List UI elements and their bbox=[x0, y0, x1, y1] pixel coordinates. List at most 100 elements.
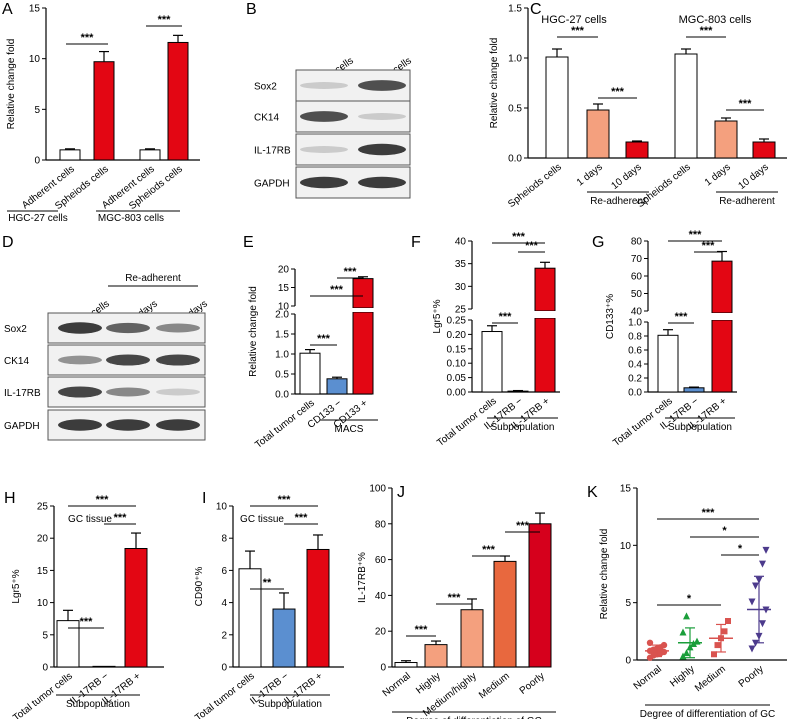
d-band-2-1 bbox=[106, 387, 150, 397]
c-xticklabel-4: 1 days bbox=[703, 162, 733, 189]
d-band-1-1 bbox=[106, 354, 150, 366]
k-point bbox=[679, 628, 687, 636]
h-yticklabel: 15 bbox=[37, 566, 49, 577]
j-bar-3 bbox=[493, 560, 517, 668]
d-band-2-2 bbox=[156, 388, 200, 396]
e-low-yticklabel: 1.5 bbox=[275, 330, 289, 341]
g-low-yticklabel: 1.0 bbox=[628, 318, 642, 329]
d-band-0-0 bbox=[58, 322, 102, 334]
g-group-label: Subpopulation bbox=[668, 422, 732, 433]
k-point bbox=[759, 560, 766, 568]
a-bar-3 bbox=[167, 41, 189, 161]
d-group-label: Re-adherent bbox=[125, 273, 181, 284]
k-sig-2-label: * bbox=[722, 525, 727, 537]
j-yticklabel: 20 bbox=[375, 627, 387, 638]
j-sig-1-label: *** bbox=[448, 592, 462, 604]
c-bar-0 bbox=[545, 56, 569, 159]
a-bar-0 bbox=[59, 149, 81, 161]
j-yticklabel: 100 bbox=[369, 484, 386, 495]
k-point bbox=[721, 628, 728, 635]
g-low-yticklabel: 0.6 bbox=[628, 346, 642, 357]
c-xticklabel-1: 1 days bbox=[575, 162, 605, 189]
k-xticklabel-2: Medium bbox=[693, 664, 728, 695]
panel-letter-b: B bbox=[246, 1, 257, 18]
g-axis-break-gap bbox=[711, 313, 733, 320]
panel-letter-j: J bbox=[397, 484, 405, 501]
f-low-yticklabel: 0.15 bbox=[447, 344, 467, 355]
e-sig-0-label: *** bbox=[317, 333, 331, 345]
j-yticklabel: 60 bbox=[375, 555, 387, 566]
g-sig-2-label: *** bbox=[702, 240, 716, 252]
d-band-3-1 bbox=[106, 419, 150, 431]
g-high-yticklabel: 60 bbox=[631, 272, 643, 283]
panel-letter-g: G bbox=[592, 234, 604, 251]
j-yticklabel: 80 bbox=[375, 519, 387, 530]
d-band-0-1 bbox=[106, 322, 150, 334]
g-high-yticklabel: 50 bbox=[631, 289, 643, 300]
h-group-label: Subpopulation bbox=[66, 699, 130, 710]
d-band-1-0 bbox=[58, 355, 102, 365]
i-sig-0-label: ** bbox=[263, 577, 272, 589]
h-sig-1-label: *** bbox=[96, 494, 110, 506]
d-band-3-2 bbox=[156, 419, 200, 431]
h-ylabel: Lgr5⁺% bbox=[11, 569, 22, 603]
f-bar-1 bbox=[507, 390, 529, 393]
c-title-mgc: MGC-803 cells bbox=[679, 14, 752, 26]
h-yticklabel: 0 bbox=[42, 663, 48, 674]
f-low-yticklabel: 0.00 bbox=[447, 388, 467, 399]
g-ylabel: CD133⁺% bbox=[605, 294, 616, 339]
k-yticklabel: 15 bbox=[620, 484, 632, 495]
panel-letter-h: H bbox=[4, 490, 16, 507]
f-bar-0 bbox=[481, 331, 503, 393]
j-bar-4 bbox=[528, 523, 552, 668]
k-point bbox=[725, 618, 731, 625]
i-yticklabel: 6 bbox=[221, 566, 227, 577]
g-sig-0-label: *** bbox=[675, 311, 689, 323]
f-group-label: Subpopulation bbox=[491, 422, 555, 433]
panel-letter-a: A bbox=[2, 1, 13, 18]
f-low-yticklabel: 0.05 bbox=[447, 373, 467, 384]
e-high-yticklabel: 10 bbox=[278, 302, 290, 313]
h-yticklabel: 10 bbox=[37, 598, 49, 609]
panel-letter-k: K bbox=[587, 484, 598, 501]
a-yticklabel: 10 bbox=[29, 54, 41, 65]
k-point bbox=[693, 637, 701, 645]
k-sig-1-label: *** bbox=[702, 507, 716, 519]
h-yticklabel: 25 bbox=[37, 502, 49, 513]
b-row-label-0: Sox2 bbox=[254, 82, 277, 93]
b-band-0-1 bbox=[358, 80, 406, 91]
k-point bbox=[683, 612, 690, 620]
h-sig-2-label: *** bbox=[114, 512, 128, 524]
h-bar-1 bbox=[92, 665, 116, 668]
panel-letter-d: D bbox=[2, 234, 14, 251]
c-sig-0-label: *** bbox=[571, 25, 585, 37]
f-low-yticklabel: 0.25 bbox=[447, 316, 467, 327]
k-ylabel: Relative change fold bbox=[599, 529, 610, 620]
k-point bbox=[752, 582, 759, 590]
e-high-yticklabel: 15 bbox=[278, 283, 290, 294]
d-band-1-2 bbox=[156, 354, 200, 366]
j-yticklabel: 40 bbox=[375, 591, 387, 602]
i-title: GC tissue bbox=[240, 514, 284, 525]
c-yticklabel: 0.5 bbox=[508, 104, 522, 115]
k-yticklabel: 10 bbox=[620, 541, 632, 552]
b-band-1-0 bbox=[300, 111, 348, 122]
b-band-2-0 bbox=[300, 146, 348, 153]
k-point bbox=[759, 620, 766, 628]
c-bar-4 bbox=[714, 120, 738, 159]
f-high-yticklabel: 35 bbox=[455, 259, 467, 270]
f-sig-1-label: *** bbox=[512, 231, 526, 243]
f-ylabel: Lgr5⁺% bbox=[432, 299, 443, 333]
f-high-yticklabel: 40 bbox=[455, 237, 467, 248]
panel-letter-f: F bbox=[411, 234, 421, 251]
e-low-yticklabel: 2.0 bbox=[275, 310, 289, 321]
j-bar-0 bbox=[394, 662, 418, 668]
i-yticklabel: 0 bbox=[221, 663, 227, 674]
b-band-3-1 bbox=[358, 176, 406, 189]
e-low-yticklabel: 0.0 bbox=[275, 390, 289, 401]
k-point bbox=[714, 642, 721, 649]
d-row-label-3: GAPDH bbox=[4, 421, 40, 432]
b-band-1-1 bbox=[358, 113, 406, 120]
e-bar-2-high bbox=[352, 278, 374, 309]
k-point bbox=[660, 641, 668, 649]
